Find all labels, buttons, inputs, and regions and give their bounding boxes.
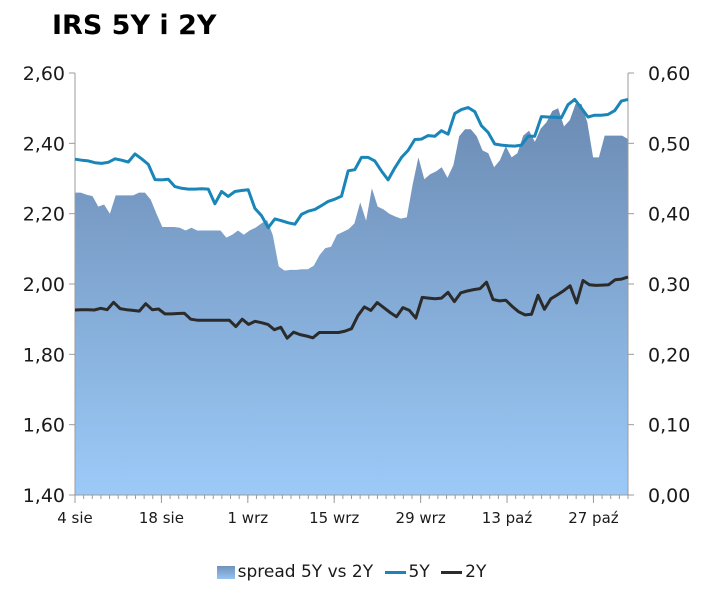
x-tick-label: 15 wrz bbox=[309, 509, 359, 527]
left-tick-label: 2,20 bbox=[23, 204, 65, 226]
left-tick-label: 2,40 bbox=[23, 133, 65, 155]
right-tick-label: 0,20 bbox=[648, 344, 690, 366]
right-tick-label: 0,00 bbox=[648, 485, 690, 507]
x-tick-label: 1 wrz bbox=[228, 509, 269, 527]
legend-item-2y: 2Y bbox=[441, 562, 486, 582]
chart-plot: 1,40 1,60 1,80 2,00 2,20 2,40 2,60 0,00 0,10 0,20… bbox=[23, 63, 691, 527]
right-tick-label: 0,30 bbox=[648, 274, 690, 296]
right-tick-label: 0,50 bbox=[648, 133, 690, 155]
left-tick-label: 1,40 bbox=[23, 485, 65, 507]
legend-line-2y-swatch bbox=[441, 570, 463, 574]
right-tick-label: 0,40 bbox=[648, 204, 690, 226]
left-tick-label: 2,60 bbox=[23, 63, 65, 85]
legend: spread 5Y vs 2Y 5Y 2Y bbox=[0, 562, 703, 582]
left-tick-label: 2,00 bbox=[23, 274, 65, 296]
left-tick-label: 1,60 bbox=[23, 415, 65, 437]
series-spread-area bbox=[75, 103, 628, 496]
right-tick-label: 0,10 bbox=[648, 415, 690, 437]
x-tick-label: 13 paź bbox=[482, 509, 533, 527]
x-tick-label: 27 paź bbox=[568, 509, 619, 527]
legend-item-spread: spread 5Y vs 2Y bbox=[216, 562, 374, 582]
legend-label-5y: 5Y bbox=[408, 562, 430, 582]
legend-label-2y: 2Y bbox=[465, 562, 487, 582]
legend-area-swatch bbox=[216, 565, 235, 579]
left-tick-label: 1,80 bbox=[23, 344, 65, 366]
x-tick-label: 18 sie bbox=[139, 509, 184, 527]
chart-title: IRS 5Y i 2Y bbox=[52, 10, 217, 41]
legend-label-spread: spread 5Y vs 2Y bbox=[237, 562, 374, 582]
series-5y-line bbox=[74, 97, 629, 230]
legend-item-5y: 5Y bbox=[384, 562, 430, 582]
series-2y-line bbox=[74, 275, 629, 340]
right-tick-label: 0,60 bbox=[648, 63, 690, 85]
x-tick-label: 29 wrz bbox=[396, 509, 446, 527]
x-tick-label: 4 sie bbox=[57, 509, 93, 527]
legend-line-5y-swatch bbox=[384, 570, 406, 574]
